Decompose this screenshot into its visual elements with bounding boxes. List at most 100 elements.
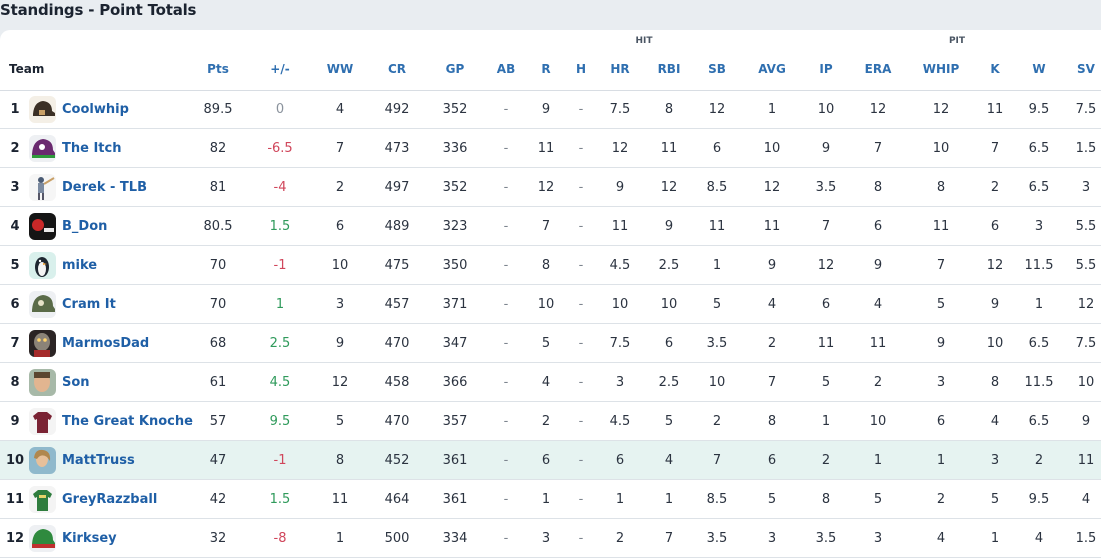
penguin-avatar[interactable] [29, 252, 56, 279]
header-k[interactable]: K [990, 62, 1000, 76]
pm-cell: 1.5 [269, 492, 291, 507]
header-sb[interactable]: SB [708, 62, 726, 76]
team-name-link[interactable]: The Itch [62, 141, 122, 156]
table-row[interactable]: 2 The Itch 82 -6.5 7 473 336 - 11 - 12 11 6 10 9 7 10 7 6.… [0, 129, 1101, 168]
table-row[interactable]: 1 Coolwhip 89.5 0 4 492 352 - 9 - 7.5 8 12 1 10 12 12 11 9… [0, 90, 1101, 129]
creature-avatar[interactable] [29, 330, 56, 357]
dark-logo-avatar[interactable] [29, 213, 56, 240]
pm-cell: -4 [273, 180, 287, 195]
r-cell: 7 [541, 219, 551, 234]
ww-cell: 9 [335, 336, 345, 351]
gp-cell: 361 [442, 492, 468, 507]
table-row[interactable]: 5 mike 70 -1 10 475 350 - 8 - 4.5 2.5 1 9 12 9 7 12 11.5 5.… [0, 246, 1101, 285]
jersey-green-avatar[interactable] [29, 486, 56, 513]
person-photo-avatar[interactable] [29, 447, 56, 474]
pts-cell: 47 [209, 453, 227, 468]
avg-cell: 9 [767, 258, 777, 273]
cr-cell: 500 [384, 531, 410, 546]
avg-cell: 1 [767, 102, 777, 117]
header-ab[interactable]: AB [496, 62, 516, 76]
header-sv[interactable]: SV [1077, 62, 1095, 76]
ab-cell: - [503, 180, 509, 195]
ab-cell: - [503, 492, 509, 507]
gp-cell: 352 [442, 102, 468, 117]
hr-cell: 9 [615, 180, 625, 195]
table-row[interactable]: 12 Kirksey 32 -8 1 500 334 - 3 - 2 7 3.5 3 3.5 3 4 1 4 1.5 [0, 519, 1101, 558]
r-cell: 6 [541, 453, 551, 468]
table-row[interactable]: 4 B_Don 80.5 1.5 6 489 323 - 7 - 11 9 11 11 7 6 11 6 3 5.5 [0, 207, 1101, 246]
avg-cell: 10 [763, 141, 781, 156]
team-name-link[interactable]: Derek - TLB [62, 180, 147, 195]
table-body: 1 Coolwhip 89.5 0 4 492 352-9-7.5 8 12 1 10 12 12 11 9… [0, 90, 1101, 558]
header-rbi[interactable]: RBI [657, 62, 681, 76]
era-cell: 12 [869, 102, 887, 117]
header-team[interactable]: Team [9, 62, 45, 76]
batter-figure-avatar[interactable] [29, 174, 56, 201]
helmet-green-red-avatar[interactable] [29, 525, 56, 552]
table-row[interactable]: 7 MarmosDad 68 2.5 9 470 347 - 5 - 7.5 6 3.5 2 11 11 9 10… [0, 324, 1101, 363]
table-row[interactable]: 9 The Great Knoche 57 9.5 5 470 357 - 2 - 4.5 5 2 8 1 1… [0, 402, 1101, 441]
ip-cell: 3.5 [815, 531, 837, 546]
header-cr[interactable]: CR [387, 62, 407, 76]
header-h[interactable]: H [575, 62, 587, 76]
sv-cell: 5.5 [1075, 258, 1097, 273]
whip-cell: 11 [932, 219, 950, 234]
table-row[interactable]: 8 Son 61 4.5 12 458 366 - 4 - 3 2.5 10 7 5 2 3 8 11.5 10 [0, 363, 1101, 402]
team-name-link[interactable]: MarmosDad [62, 336, 150, 351]
ip-cell: 7 [821, 219, 831, 234]
rbi-cell: 1 [664, 492, 674, 507]
header-avg[interactable]: AVG [758, 62, 786, 76]
team-name-link[interactable]: Coolwhip [62, 102, 129, 117]
header-hr[interactable]: HR [610, 62, 630, 76]
rbi-cell: 11 [660, 141, 678, 156]
team-name-link[interactable]: Kirksey [62, 531, 117, 546]
k-cell: 8 [990, 375, 1000, 390]
helmet-purple-avatar[interactable] [29, 135, 56, 162]
header-gp[interactable]: GP [445, 62, 465, 76]
w-cell: 1 [1034, 297, 1044, 312]
w-cell: 3 [1034, 219, 1044, 234]
header-r[interactable]: R [541, 62, 551, 76]
team-name-link[interactable]: GreyRazzball [62, 492, 158, 507]
gp-cell: 347 [442, 336, 468, 351]
h-cell: - [578, 492, 584, 507]
team-name-link[interactable]: Son [62, 375, 90, 390]
header-plus-minus[interactable]: +/- [270, 62, 290, 76]
table-row[interactable]: 10 MattTruss 47 -1 8 452 361-6-6 4 7 6 2 1 1 3 2 11 [0, 441, 1101, 480]
face-photo-avatar[interactable] [29, 369, 56, 396]
w-cell: 6.5 [1028, 336, 1050, 351]
rank-cell: 12 [6, 531, 25, 546]
ww-cell: 8 [335, 453, 345, 468]
hr-cell: 7.5 [609, 102, 631, 117]
h-cell: - [578, 141, 584, 156]
pm-cell: -8 [273, 531, 287, 546]
team-name-link[interactable]: The Great Knoche [62, 414, 193, 429]
team-name-link[interactable]: Cram It [62, 297, 116, 312]
header-w[interactable]: W [1032, 62, 1046, 76]
header-era[interactable]: ERA [864, 62, 892, 76]
rbi-cell: 2.5 [658, 375, 680, 390]
header-ww[interactable]: WW [326, 62, 354, 76]
hit-group-label: HIT [635, 36, 653, 46]
table-row[interactable]: 11 GreyRazzball 42 1.5 11 464 361-1-1 1 8.5 5 8 5 2 5… [0, 480, 1101, 519]
jersey-maroon-avatar[interactable] [29, 408, 56, 435]
ab-cell: - [503, 102, 509, 117]
header-whip[interactable]: WHIP [922, 62, 960, 76]
ww-cell: 1 [335, 531, 345, 546]
team-name-link[interactable]: B_Don [62, 219, 108, 234]
cr-cell: 489 [384, 219, 410, 234]
ip-cell: 12 [817, 258, 835, 273]
h-cell: - [578, 219, 584, 234]
rbi-cell: 2.5 [658, 258, 680, 273]
k-cell: 10 [986, 336, 1004, 351]
table-row[interactable]: 3 Derek - TLB 81 -4 2 497 352 - 12 - 9 12 8.5 12 3.5 8 8… [0, 168, 1101, 207]
h-cell: - [578, 531, 584, 546]
table-row[interactable]: 6 Cram It 70 1 3 457 371 - 10 - 10 10 5 4 6 4 5 9 1 12 [0, 285, 1101, 324]
team-name-link[interactable]: mike [62, 258, 98, 273]
team-name-link[interactable]: MattTruss [62, 453, 135, 468]
helmet-olive-avatar[interactable] [29, 291, 56, 318]
header-ip[interactable]: IP [819, 62, 833, 76]
helmet-dark-avatar[interactable] [29, 96, 56, 123]
sv-cell: 7.5 [1075, 336, 1097, 351]
header-pts[interactable]: Pts [207, 62, 229, 76]
